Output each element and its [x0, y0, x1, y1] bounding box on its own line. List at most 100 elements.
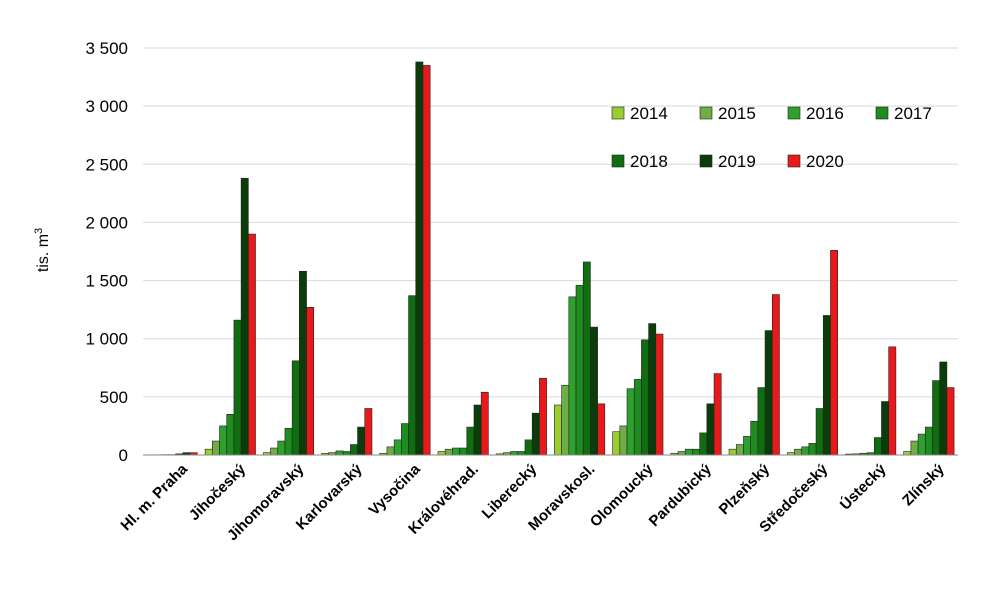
category-label: Zlínský: [899, 460, 948, 509]
bar-2020: [771, 294, 780, 456]
bar-2020: [888, 346, 897, 456]
legend-label: 2015: [718, 104, 756, 123]
bar-2020: [597, 403, 606, 456]
y-tick-label: 2 000: [85, 213, 128, 232]
legend-swatch: [699, 154, 713, 168]
legend-label: 2019: [718, 152, 756, 171]
bar-2019: [706, 403, 715, 456]
bar-2018: [815, 408, 824, 456]
bar-2014: [554, 404, 562, 456]
y-tick-label: 1 000: [85, 330, 128, 349]
category-label: Ústecký: [836, 460, 890, 514]
bar-2016: [917, 433, 926, 456]
bar-2019: [764, 330, 773, 456]
bar-2017: [342, 451, 351, 456]
y-tick-label: 0: [119, 446, 128, 465]
bar-2015: [444, 448, 453, 456]
y-tick-label: 2 500: [85, 155, 128, 174]
category-label: Liberecký: [479, 460, 541, 522]
bar-2015: [386, 446, 395, 456]
bar-2016: [393, 439, 402, 456]
y-tick-label: 1 500: [85, 272, 128, 291]
bar-2020: [480, 391, 489, 456]
bar-2018: [873, 437, 882, 456]
bar-2015: [270, 447, 279, 456]
bar-2016: [568, 296, 577, 456]
category-label: Pardubický: [646, 460, 716, 530]
bar-2018: [291, 360, 300, 456]
bar-2015: [561, 384, 570, 456]
bar-2017: [808, 443, 817, 456]
legend-label: 2017: [894, 104, 932, 123]
bar-2016: [335, 450, 344, 456]
bar-2019: [881, 401, 889, 456]
bar-2017: [401, 423, 409, 456]
bar-2016: [277, 440, 286, 456]
bar-2020: [248, 233, 256, 456]
bar-2017: [517, 451, 526, 456]
bar-2018: [757, 387, 766, 456]
bar-2018: [233, 319, 242, 456]
y-axis-label-text: tis. m: [35, 234, 52, 272]
bar-2018: [699, 432, 708, 456]
bar-2019: [648, 323, 657, 456]
bar-2019: [939, 361, 948, 456]
bar-2015: [735, 444, 744, 456]
y-tick-label: 3 500: [85, 39, 128, 58]
bar-2020: [830, 250, 838, 456]
bar-2018: [524, 439, 533, 456]
bar-2017: [633, 379, 642, 456]
bar-2014: [903, 451, 912, 456]
bar-2014: [728, 448, 737, 456]
legend-label: 2014: [630, 104, 668, 123]
category-label: Jihočeský: [186, 460, 250, 524]
bar-2014: [612, 431, 621, 456]
bars: [146, 61, 955, 456]
bar-2020: [306, 307, 315, 456]
category-label: Vysočina: [366, 460, 425, 519]
y-tick-label: 3 000: [85, 97, 128, 116]
y-axis-label: tis. m3: [33, 228, 52, 272]
bar-2017: [692, 448, 700, 456]
bar-2020: [539, 377, 547, 456]
bar-2015: [677, 451, 686, 456]
legend-label: 2020: [806, 152, 844, 171]
bar-2016: [626, 388, 635, 456]
bar-2015: [794, 448, 802, 456]
bar-2019: [357, 426, 366, 456]
bar-2020: [364, 408, 373, 456]
y-tick-label: 500: [100, 388, 128, 407]
bar-2018: [350, 444, 358, 456]
bar-2016: [684, 448, 693, 456]
bar-2016: [219, 425, 228, 456]
gridlines: [143, 47, 958, 398]
bar-2016: [510, 451, 519, 456]
bar-2019: [240, 177, 249, 456]
bar-2019: [531, 412, 540, 456]
bar-2020: [422, 65, 431, 456]
bar-2015: [619, 425, 628, 456]
bar-2015: [910, 440, 919, 456]
category-labels: Hl. m. PrahaJihočeskýJihomoravskýKarlova…: [118, 460, 949, 545]
bar-2020: [946, 387, 955, 456]
legend: 2014 2015 2016 2017 2018 2019 2020: [611, 104, 932, 171]
bar-2018: [408, 295, 417, 456]
y-axis-label-superscript: 3: [33, 228, 45, 234]
bar-2018: [932, 380, 940, 456]
bar-2019: [822, 315, 831, 456]
bar-2016: [801, 446, 810, 456]
bar-2015: [212, 440, 220, 456]
legend-swatch: [611, 106, 625, 120]
bar-2018: [641, 339, 649, 456]
bar-2017: [284, 427, 293, 456]
category-label: Hl. m. Praha: [118, 460, 192, 534]
bar-2018: [466, 426, 475, 456]
bar-2016: [743, 436, 751, 456]
legend-swatch: [611, 154, 625, 168]
category-label: Plzeňský: [716, 460, 774, 518]
bar-2017: [750, 420, 759, 456]
bar-2019: [473, 404, 482, 456]
legend-swatch: [875, 106, 889, 120]
bar-2017: [226, 413, 235, 456]
